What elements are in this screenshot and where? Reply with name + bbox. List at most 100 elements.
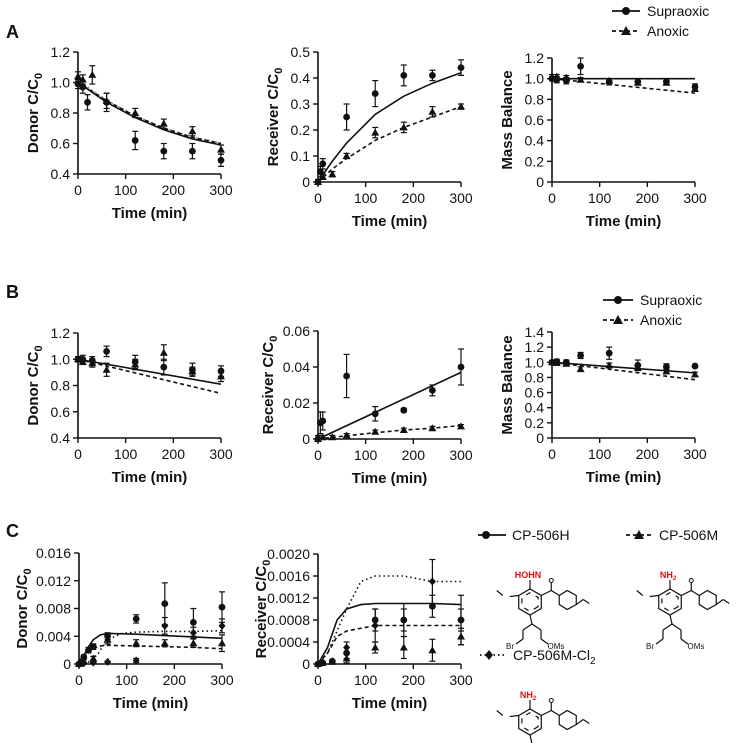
legend-b: Supraoxic Anoxic xyxy=(603,292,702,328)
b3-anoxic-point xyxy=(562,359,571,367)
b3-anoxic-point xyxy=(552,359,561,367)
b3-y-axis-title: Mass Balance xyxy=(499,335,516,434)
b1-anoxic-model-line xyxy=(77,358,222,395)
a1-y-tick-label: 0.8 xyxy=(51,105,71,121)
b3-anoxic-point xyxy=(548,358,556,366)
c2-x-tick-label: 300 xyxy=(449,672,473,688)
b2-y-tick-label: 0.02 xyxy=(283,395,310,411)
c2-y-tick-label: 0.0008 xyxy=(267,612,310,628)
b2-anoxic-point xyxy=(314,435,322,442)
chart-a1-donor: 0.4 0.6 0.8 1.0 1.2 0 100 200 300 Time (min) Donor… xyxy=(25,44,233,222)
b3-x-tick-label: 100 xyxy=(588,446,612,462)
a1-anoxic-model-line xyxy=(77,81,222,145)
b1-supraoxic-point xyxy=(103,347,110,355)
legend-a-triangle-marker xyxy=(621,26,631,35)
c2-cp-506m-model-line xyxy=(317,624,461,665)
arm-right-3 xyxy=(680,638,689,645)
c2-cp-506m-cl2-point xyxy=(457,616,465,624)
a2-y-tick-label: 0.2 xyxy=(291,122,311,138)
benzene-inner xyxy=(521,711,539,733)
c2-cp-506m-point xyxy=(428,646,437,654)
b2-supraoxic-point xyxy=(429,387,436,394)
a2-supraoxic-point xyxy=(319,160,327,168)
legend-c: CP-506H CP-506M CP-506M-Cl2 xyxy=(478,527,718,667)
a3-y-tick-label: 0.8 xyxy=(525,91,545,107)
legend-b-anoxic-label: Anoxic xyxy=(640,312,682,328)
a1-anoxic-point xyxy=(188,127,197,135)
b3-y-tick-label: 1.2 xyxy=(525,339,545,355)
a2-supraoxic-model-line xyxy=(317,72,462,183)
benzene-inner xyxy=(661,591,679,613)
a2-y-tick-label: 0 xyxy=(302,174,310,190)
arm-left-3 xyxy=(515,638,524,645)
a2-supraoxic-point xyxy=(429,72,436,79)
c2-cp-506m-point xyxy=(457,632,465,640)
b2-y-tick-label: 0.06 xyxy=(283,323,310,339)
benzene-inner xyxy=(521,591,539,613)
b1-y-tick-label: 0.4 xyxy=(51,430,71,446)
b2-x-tick-label: 300 xyxy=(449,447,473,463)
c1-cp-506m-cl2-point xyxy=(89,658,97,667)
a3-y-tick-label: 1.2 xyxy=(525,50,545,66)
c1-cp-506m-cl2-point xyxy=(80,659,88,668)
b3-anoxic-point xyxy=(662,367,671,375)
left-arm-label: Br xyxy=(646,642,654,651)
b1-x-axis-title: Time (min) xyxy=(112,469,188,486)
a1-supraoxic-point xyxy=(189,147,196,155)
arm-right-1 xyxy=(531,623,542,631)
b2-x-tick-label: 0 xyxy=(314,447,322,463)
chart-a3-mass-balance: 0 0.2 0.4 0.6 0.8 1.0 1.2 0 100 200 300 Time (min) M… xyxy=(499,50,707,230)
legend-a-supraoxic-label: Supraoxic xyxy=(647,3,709,19)
a3-x-tick-label: 100 xyxy=(588,190,612,206)
b1-anoxic-point xyxy=(159,348,168,356)
b3-supraoxic-model-line xyxy=(551,361,696,374)
a1-x-tick-label: 200 xyxy=(162,182,186,198)
bond-sulfonyl xyxy=(509,594,519,598)
c2-cp-506m-point xyxy=(399,643,408,651)
c1-cp-506m-point xyxy=(89,654,98,662)
a3-x-tick-label: 200 xyxy=(636,190,660,206)
b2-anoxic-point xyxy=(318,433,327,441)
right-arm-label: OMs xyxy=(548,642,565,651)
legend-a-anoxic-label: Anoxic xyxy=(647,23,689,39)
legend-a: Supraoxic Anoxic xyxy=(612,3,709,39)
legend-b-supraoxic-label: Supraoxic xyxy=(640,292,702,308)
b2-supraoxic-point xyxy=(371,410,379,418)
a3-x-tick-label: 0 xyxy=(548,190,556,206)
left-arm-label: Br xyxy=(506,642,514,651)
piperazine-ring xyxy=(558,589,577,611)
a3-anoxic-point xyxy=(576,75,585,83)
a3-anoxic-point xyxy=(605,76,614,84)
b3-x-tick-label: 300 xyxy=(683,446,707,462)
c1-cp-506h-point xyxy=(218,603,226,611)
a1-y-axis-title: Donor C/C0 xyxy=(25,73,45,153)
b1-y-tick-label: 1.0 xyxy=(51,351,71,367)
a2-y-tick-label: 0.5 xyxy=(291,44,311,60)
a1-y-tick-label: 0.4 xyxy=(51,166,71,182)
a2-supraoxic-point xyxy=(457,64,465,71)
legend-a-circle-marker xyxy=(622,7,630,15)
b3-supraoxic-point xyxy=(605,349,613,357)
arm-left-1 xyxy=(662,623,673,631)
c2-cp-506m-cl2-point xyxy=(371,621,379,630)
a2-anoxic-point xyxy=(457,102,465,110)
c2-y-tick-label: 0.0012 xyxy=(267,590,310,606)
c1-y-tick-label: 0.016 xyxy=(36,545,71,561)
a1-anoxic-point xyxy=(131,109,140,116)
a3-supraoxic-point xyxy=(577,62,584,70)
c2-cp-506m-cl2-point xyxy=(343,643,351,652)
chart-b2-receiver: 0 0.02 0.04 0.06 0 100 200 300 Time (min) Receive… xyxy=(260,323,473,487)
bond-n xyxy=(529,734,533,743)
a3-anoxic-point xyxy=(633,78,642,86)
a1-anoxic-point xyxy=(88,70,97,78)
b1-x-tick-label: 200 xyxy=(162,446,186,462)
c1-y-tick-label: 0.012 xyxy=(36,573,71,589)
b1-anoxic-point xyxy=(131,360,140,368)
c2-x-tick-label: 100 xyxy=(354,672,378,688)
a3-y-tick-label: 0 xyxy=(536,174,544,190)
piperazine-ring xyxy=(558,709,577,731)
a3-y-tick-label: 1.0 xyxy=(525,71,545,87)
legend-b-triangle-marker xyxy=(613,315,623,324)
bond-ethyl-2 xyxy=(582,599,590,604)
c2-y-axis-title: Receiver C/C0 xyxy=(253,560,273,659)
